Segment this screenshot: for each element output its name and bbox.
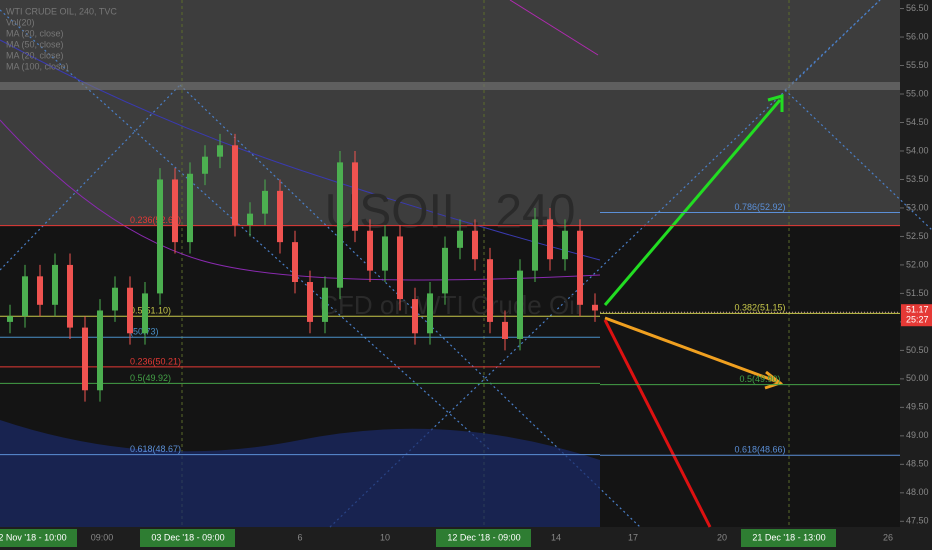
moving-average: [0, 119, 601, 281]
candle-body: [52, 264, 58, 305]
fib-label: 0.5(49.90): [739, 374, 780, 384]
candle-body: [592, 304, 598, 311]
candle-body: [367, 230, 373, 271]
y-tick-label: 49.50: [906, 402, 929, 412]
candle-body: [82, 327, 88, 391]
price-axis: [900, 0, 932, 550]
legend-line: MA (20, close): [6, 28, 64, 38]
x-tick-label: 09:00: [91, 532, 114, 542]
y-tick-label: 50.50: [906, 345, 929, 355]
candle-body: [337, 162, 343, 288]
x-tick-label: 21 Dec '18 - 13:00: [752, 532, 825, 542]
y-tick-label: 52.50: [906, 231, 929, 241]
candle-body: [442, 247, 448, 294]
candle-body: [217, 145, 223, 157]
candle-body: [112, 287, 118, 311]
legend-line: MA (20, close): [6, 50, 64, 60]
fib-label: 0.236(52.69): [130, 215, 181, 225]
candle-body: [382, 236, 388, 271]
candle-body: [37, 276, 43, 305]
moving-average: [509, 0, 599, 56]
x-label-bg: [140, 529, 235, 547]
candle-body: [532, 219, 538, 271]
y-tick-label: 50.00: [906, 373, 929, 383]
legend-line: Vol(20): [6, 17, 35, 27]
candle-body: [352, 162, 358, 231]
candle-body: [427, 293, 433, 334]
candle-body: [67, 264, 73, 328]
candle-body: [127, 287, 133, 334]
candle-body: [157, 179, 163, 294]
x-tick-label: 10: [380, 532, 390, 542]
fib-label: 0.618(48.66): [734, 445, 785, 455]
y-tick-label: 47.50: [906, 516, 929, 526]
x-tick-label: 14: [551, 532, 561, 542]
candle-body: [397, 236, 403, 300]
x-tick-label: 12 Dec '18 - 09:00: [447, 532, 520, 542]
candle-body: [547, 219, 553, 260]
candle-body: [262, 190, 268, 214]
y-tick-label: 52.00: [906, 259, 929, 269]
candle-body: [142, 293, 148, 334]
candle-body: [247, 213, 253, 226]
y-tick-label: 56.50: [906, 3, 929, 13]
candle-body: [412, 299, 418, 334]
x-tick-label: 02 Nov '18 - 10:00: [0, 532, 67, 542]
candle-body: [277, 190, 283, 243]
last-price: 51.17: [906, 305, 929, 315]
legend-line: MA (50, close): [6, 39, 64, 49]
x-tick-label: 03 Dec '18 - 09:00: [151, 532, 224, 542]
x-label-bg: [436, 529, 531, 547]
y-tick-label: 54.00: [906, 145, 929, 155]
y-tick-label: 48.00: [906, 487, 929, 497]
x-label-bg: [0, 529, 77, 547]
volume-area: [0, 420, 600, 527]
last-price-bg: [901, 304, 932, 327]
candle-body: [562, 230, 568, 260]
y-tick-label: 49.00: [906, 430, 929, 440]
resistance-band: [0, 82, 900, 90]
y-tick-label: 54.50: [906, 117, 929, 127]
candle-body: [307, 282, 313, 322]
candle-body: [22, 276, 28, 317]
candle-body: [457, 230, 463, 248]
x-tick-label: 20: [717, 532, 727, 542]
candle-body: [472, 230, 478, 260]
candle-body: [97, 310, 103, 391]
candle-body: [172, 179, 178, 243]
x-tick-label: 26: [883, 532, 893, 542]
candle-body: [322, 287, 328, 322]
candle-body: [7, 316, 13, 322]
watermark-sub: CFD on WTI Crude Oil: [319, 290, 581, 320]
fib-label: 0.5(49.92): [130, 373, 171, 383]
y-tick-label: 51.50: [906, 288, 929, 298]
candle-body: [292, 242, 298, 283]
legend-line: WTI CRUDE OIL, 240, TVC: [6, 6, 117, 16]
arrows: [603, 94, 784, 528]
y-tick-label: 56.00: [906, 31, 929, 41]
y-tick-label: 48.50: [906, 459, 929, 469]
y-tick-label: 55.50: [906, 60, 929, 70]
fib-label: 0.786(52.92): [734, 202, 785, 212]
x-label-bg: [741, 529, 836, 547]
countdown: 25:27: [906, 315, 929, 325]
x-tick-label: 6: [297, 532, 302, 542]
candle-body: [517, 270, 523, 339]
legend-line: MA (100, close): [6, 61, 69, 71]
x-tick-label: 17: [628, 532, 638, 542]
y-tick-label: 55.00: [906, 88, 929, 98]
fib-label: 0.618(48.67): [130, 444, 181, 454]
candle-body: [202, 156, 208, 174]
fib-label: 0.236(50.21): [130, 356, 181, 366]
y-tick-label: 53.50: [906, 174, 929, 184]
candle-body: [502, 321, 508, 339]
candle-body: [232, 145, 238, 226]
y-tick-label: 53.00: [906, 202, 929, 212]
candle-body: [187, 173, 193, 243]
fib-label: 0.5(51.10): [130, 306, 171, 316]
candle-body: [577, 230, 583, 305]
candle-body: [487, 259, 493, 322]
fib-label: 0.382(51.15): [734, 303, 785, 313]
